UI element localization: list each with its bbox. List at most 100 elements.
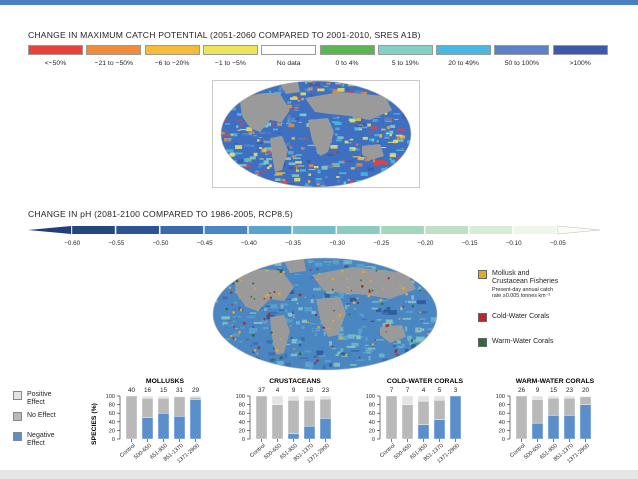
y-tick-label: 40 <box>239 420 245 426</box>
chart-title: MOLLUSKS <box>146 378 185 385</box>
species-count-label: 7 <box>390 387 394 394</box>
catch-section-title: CHANGE IN MAXIMUM CATCH POTENTIAL (2051-… <box>28 30 421 40</box>
y-tick-label: 60 <box>499 411 505 417</box>
chart-title: WARM-WATER CORALS <box>516 378 595 385</box>
ph-colorbar-segment <box>28 226 72 234</box>
ph-colorbar-segment <box>557 225 601 235</box>
y-tick-label: 20 <box>109 428 115 434</box>
catch-legend-label: <−50% <box>44 60 67 67</box>
species-count-label: 15 <box>550 387 558 394</box>
landmass-australia <box>362 144 384 160</box>
y-tick-label: 60 <box>369 411 375 417</box>
species-bar-chart: MOLLUSKS020406080100Control40500-6501665… <box>106 378 202 465</box>
bar-segment <box>255 395 268 440</box>
ph-colorbar-segment <box>513 226 557 234</box>
bar-segment <box>401 395 414 405</box>
species-count-label: 31 <box>176 387 184 394</box>
species-count-label: 4 <box>276 387 280 394</box>
species-count-label: 7 <box>406 387 410 394</box>
ph-landmass-south-america <box>270 315 290 355</box>
bar-segment <box>433 400 446 420</box>
species-bar-chart: COLD-WATER CORALS020406080100Control7500… <box>366 378 464 465</box>
species-response-charts: SPECIES (%)MOLLUSKS020406080100Control40… <box>91 378 595 465</box>
bar-segment <box>417 424 430 440</box>
species-count-label: 9 <box>536 387 540 394</box>
bar-segment <box>173 396 186 417</box>
ph-colorbar <box>28 225 601 235</box>
y-tick-label: 20 <box>499 428 505 434</box>
fisheries-legend-label: Warm-Water Corals <box>492 338 554 345</box>
ph-legend-label: −0.30 <box>329 240 346 247</box>
catch-legend-swatch <box>261 45 317 55</box>
fisheries-legend-note: Present-day annual catch <box>492 287 554 293</box>
y-tick-label: 40 <box>109 420 115 426</box>
species-count-label: 16 <box>144 387 152 394</box>
bar-segment <box>125 395 138 440</box>
species-count-label: 40 <box>128 387 136 394</box>
bar-segment <box>141 395 154 399</box>
bar-segment <box>173 395 186 398</box>
landmass-greenland <box>280 82 300 94</box>
ph-legend-label: −0.40 <box>240 240 257 247</box>
bar-segment <box>579 395 592 398</box>
species-bar-chart: CRUSTACEANS020406080100Control37500-6504… <box>236 378 332 465</box>
species-count-label: 15 <box>160 387 168 394</box>
ph-landmass-greenland <box>284 259 306 273</box>
catch-legend-swatch <box>436 45 492 55</box>
bar-segment <box>157 395 170 399</box>
bar-segment <box>531 395 544 400</box>
ph-legend-label: −0.25 <box>373 240 390 247</box>
species-count-label: 23 <box>566 387 574 394</box>
fisheries-legend-note-line2: rate ≥0.005 tonnes km⁻² <box>492 293 551 299</box>
bottom-bar <box>0 470 638 479</box>
catch-legend-label: 0 to 4% <box>335 60 359 67</box>
bar-segment <box>303 400 316 427</box>
bar-segment <box>385 395 398 440</box>
ph-landmass-north-america <box>234 269 294 311</box>
y-tick-label: 80 <box>499 403 505 409</box>
effect-legend-label: Positive <box>27 391 52 398</box>
catch-legend-swatch <box>494 45 550 55</box>
fisheries-legend-swatch <box>478 270 487 279</box>
ph-landmass-eurasia <box>312 267 416 299</box>
ph-legend-label: −0.20 <box>417 240 434 247</box>
species-count-label: 18 <box>306 387 314 394</box>
bar-segment <box>173 416 186 440</box>
catch-potential-map <box>220 80 412 188</box>
bar-segment <box>319 395 332 400</box>
species-count-label: 26 <box>518 387 526 394</box>
y-tick-label: 0 <box>502 437 505 443</box>
effect-legend-label: No Effect <box>27 412 56 419</box>
y-tick-label: 40 <box>499 420 505 426</box>
bar-segment <box>141 397 154 418</box>
ph-colorbar-segment <box>160 226 204 234</box>
ph-section-title: CHANGE IN pH (2081-2100 COMPARED TO 1986… <box>28 209 293 219</box>
y-tick-label: 0 <box>242 437 245 443</box>
ph-legend-label: −0.35 <box>284 240 301 247</box>
bar-segment <box>417 400 430 426</box>
bar-segment <box>563 415 576 440</box>
ph-landmass-africa <box>316 297 346 337</box>
ph-colorbar-segment <box>248 226 292 234</box>
effect-legend-label-line2: Effect <box>27 399 45 406</box>
catch-legend-label: 5 to 19% <box>391 60 419 67</box>
y-tick-label: 60 <box>239 411 245 417</box>
ph-legend-label: −0.50 <box>152 240 169 247</box>
bar-segment <box>547 397 560 416</box>
chart-title: CRUSTACEANS <box>269 378 321 385</box>
bar-segment <box>141 417 154 440</box>
ph-legend-label: −0.60 <box>64 240 81 247</box>
bar-segment <box>287 395 300 401</box>
ph-colorbar-segment <box>72 226 115 234</box>
species-count-label: 3 <box>454 387 458 394</box>
ph-colorbar-segment <box>381 226 424 234</box>
catch-legend-swatch <box>202 45 258 55</box>
bar-segment <box>579 404 592 440</box>
effect-legend-swatch <box>13 391 22 400</box>
effect-legend-swatch <box>13 412 22 421</box>
catch-legend-label: −6 to −20% <box>154 60 190 67</box>
bar-segment <box>433 419 446 440</box>
y-tick-label: 100 <box>236 394 245 400</box>
fisheries-legend-label: Mollusk and <box>492 270 530 277</box>
catch-legend-swatch <box>552 45 608 55</box>
